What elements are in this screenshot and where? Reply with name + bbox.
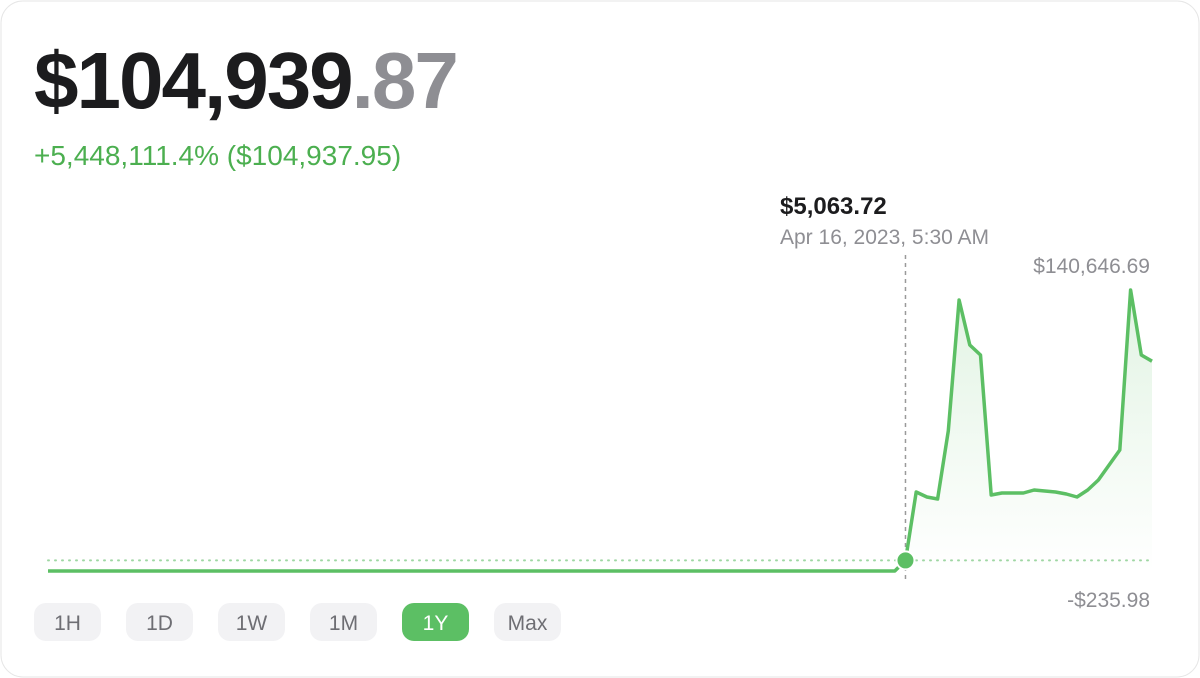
range-button-bg <box>494 603 561 641</box>
price-whole: $104,939 <box>34 36 352 125</box>
price-line <box>48 288 1153 573</box>
change: +5,448,111.4% ($104,937.95) <box>34 140 401 171</box>
range-button-label: 1M <box>329 612 358 635</box>
range-button-label: 1Y <box>423 612 449 635</box>
range-button-bg <box>310 603 377 641</box>
range-button[interactable]: 1H <box>34 603 101 641</box>
price-cents: .87 <box>352 36 457 125</box>
max-label: $140,646.69 <box>1033 255 1150 278</box>
range-button[interactable]: 1M <box>310 603 377 641</box>
range-button-bg <box>218 603 285 641</box>
range-button-bg <box>402 603 469 641</box>
min-label: -$235.98 <box>1067 589 1150 612</box>
tooltip-date: Apr 16, 2023, 5:30 AM <box>780 226 989 249</box>
price: $104,939.87 <box>34 36 457 125</box>
range-button[interactable]: 1Y <box>402 603 469 641</box>
range-button[interactable]: 1D <box>126 603 193 641</box>
range-button-label: Max <box>508 612 548 635</box>
range-button-label: 1W <box>236 612 268 635</box>
range-button[interactable]: Max <box>494 603 561 641</box>
area <box>48 290 1152 571</box>
range-button-bg <box>126 603 193 641</box>
range-button-bg <box>34 603 101 641</box>
range-button-label: 1D <box>146 612 173 635</box>
tooltip-dot <box>895 550 916 571</box>
range-button-label: 1H <box>54 612 81 635</box>
range-button[interactable]: 1W <box>218 603 285 641</box>
tooltip-value: $5,063.72 <box>780 193 887 220</box>
